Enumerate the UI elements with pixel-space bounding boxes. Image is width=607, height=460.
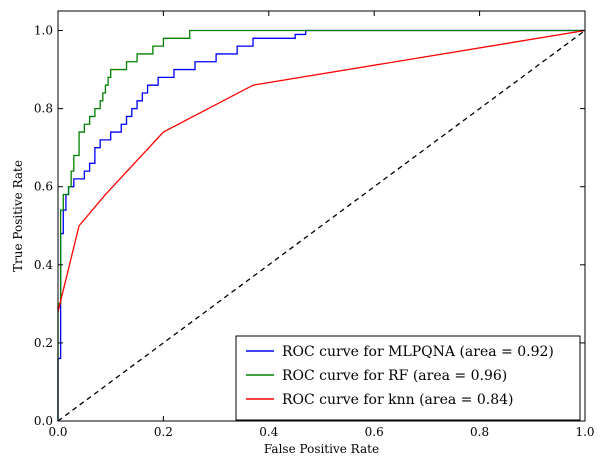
y-tick-label: 0.6 [34,180,53,194]
series-line-1 [57,29,585,421]
axis-ticks: 0.0 0.2 0.4 0.6 0.8 1.0 0.0 0.2 0.4 0.6 0.8 1.0 [34,11,595,439]
legend-label: ROC curve for knn (area = 0.84) [282,392,514,408]
legend-label: ROC curve for MLPQNA (area = 0.92) [282,344,554,360]
chance-diagonal-line [57,29,586,422]
x-tick-label: 0.6 [365,425,384,439]
x-tick-label: 0.0 [48,425,67,439]
plot-frame [57,10,586,422]
y-tick-label: 0.0 [34,414,53,428]
y-axis-title: True Positive Rate [11,160,25,272]
x-axis-title: False Positive Rate [264,442,379,456]
y-tick-label: 0.4 [34,258,53,272]
x-tick-label: 0.8 [470,425,489,439]
x-tick-label: 0.2 [154,425,173,439]
y-tick-label: 1.0 [34,24,53,38]
series-line-2 [57,29,586,312]
x-tick-label: 1.0 [575,425,594,439]
y-tick-label: 0.2 [34,336,53,350]
y-tick-label: 0.8 [34,102,53,116]
legend-label: ROC curve for RF (area = 0.96) [282,368,507,384]
x-tick-label: 0.4 [259,425,278,439]
legend: ROC curve for MLPQNA (area = 0.92) ROC cu… [235,335,581,421]
plot-lines [57,29,586,422]
legend-box [235,335,581,421]
